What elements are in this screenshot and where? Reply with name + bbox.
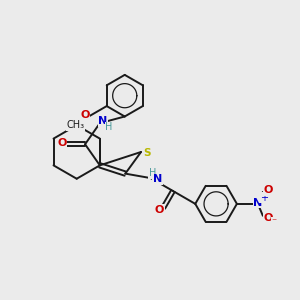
Text: O: O	[263, 213, 272, 223]
Text: CH₃: CH₃	[66, 120, 84, 130]
Text: +: +	[260, 193, 268, 203]
Text: O: O	[263, 185, 272, 195]
Text: H: H	[105, 122, 112, 132]
Text: N: N	[253, 198, 262, 208]
Text: N: N	[153, 174, 162, 184]
Text: S: S	[143, 148, 151, 158]
Text: O: O	[57, 138, 67, 148]
Text: N: N	[98, 116, 107, 126]
Text: H: H	[149, 168, 156, 178]
Text: ⁻: ⁻	[271, 218, 276, 228]
Text: O: O	[155, 205, 164, 215]
Text: O: O	[80, 110, 90, 120]
